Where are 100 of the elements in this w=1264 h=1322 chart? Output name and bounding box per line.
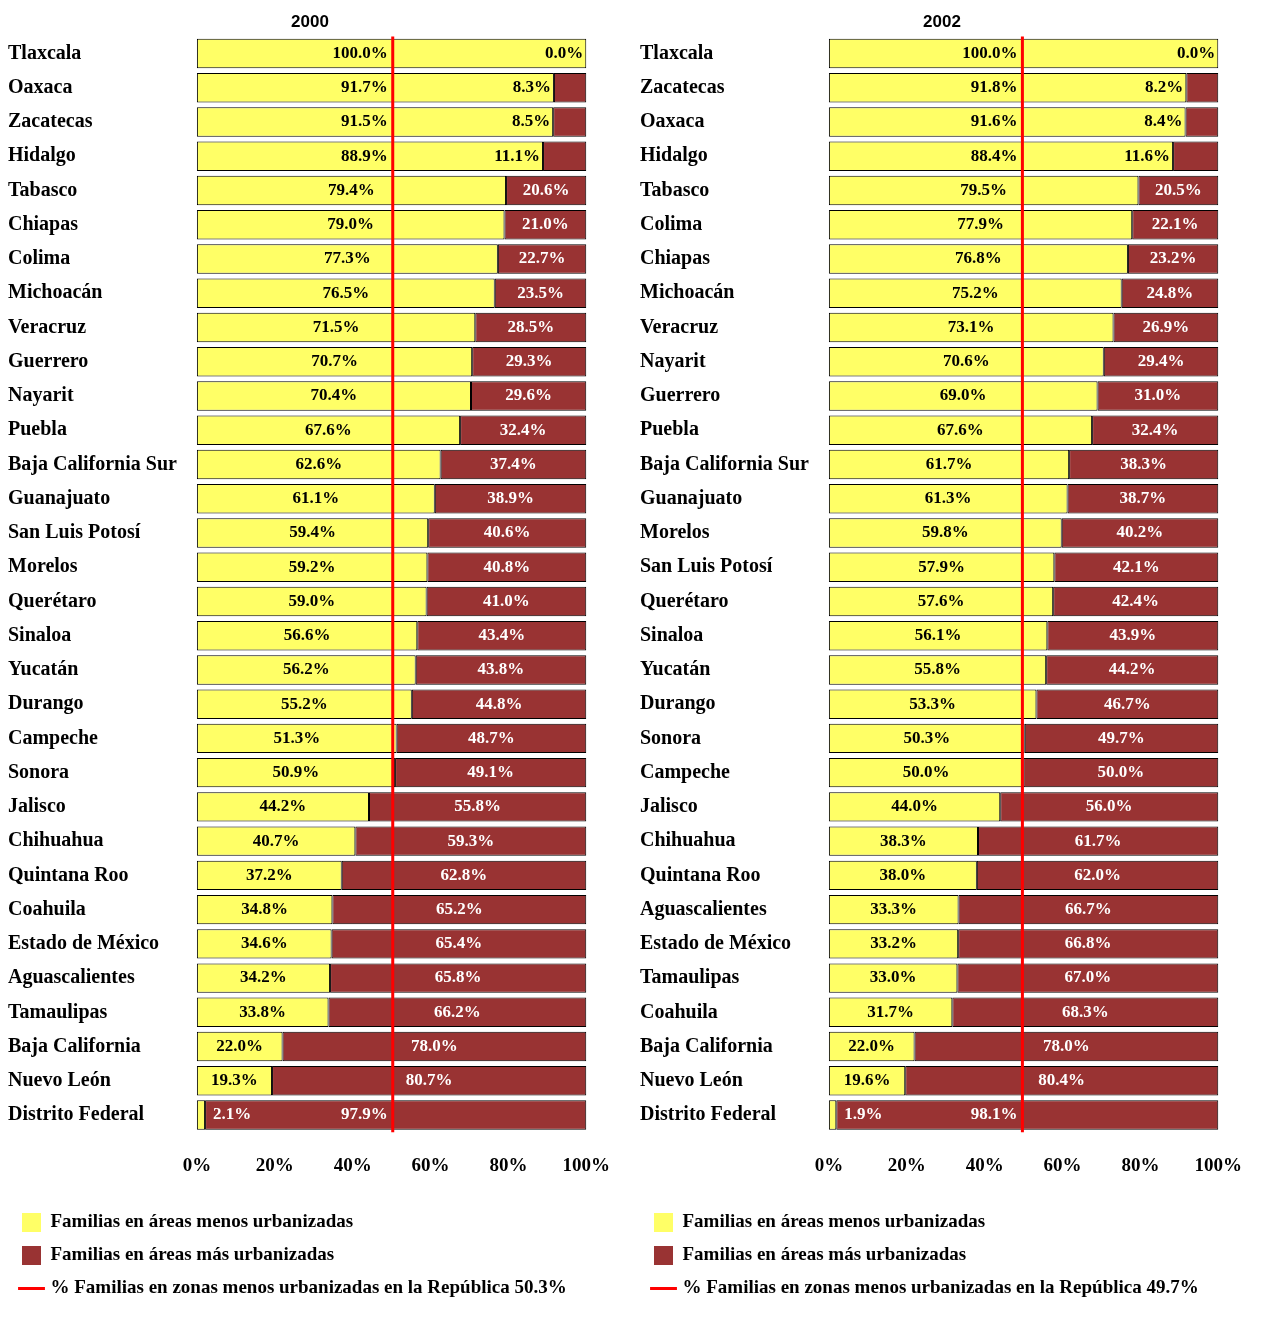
data-label: 51.3% xyxy=(273,727,321,747)
data-label: 40.8% xyxy=(483,556,531,576)
data-label: 91.6% xyxy=(970,111,1018,131)
data-label: 0.0% xyxy=(545,42,584,62)
data-label: 78.0% xyxy=(1043,1035,1090,1055)
data-label: 26.9% xyxy=(1142,316,1190,336)
data-label: 43.9% xyxy=(1109,625,1157,645)
y-tick-label: Puebla xyxy=(640,417,699,440)
data-label: 31.7% xyxy=(867,1001,914,1021)
data-label: 1.9% xyxy=(844,1104,883,1124)
data-label: 32.4% xyxy=(1131,419,1179,439)
data-label: 33.0% xyxy=(869,967,917,987)
data-label: 55.8% xyxy=(914,659,961,679)
y-tick-label: Aguascalientes xyxy=(640,896,767,920)
y-tick-label: Chihuahua xyxy=(8,828,104,851)
y-tick-label: Chiapas xyxy=(640,246,711,270)
data-label: 59.0% xyxy=(288,590,336,610)
data-label: 43.4% xyxy=(478,625,526,645)
y-tick-label: Durango xyxy=(8,691,84,715)
data-label: 70.7% xyxy=(311,351,358,371)
data-label: 79.0% xyxy=(327,214,375,234)
x-tick-label: 40% xyxy=(965,1153,1004,1175)
data-label: 37.4% xyxy=(490,453,537,473)
data-label: 77.9% xyxy=(957,214,1004,234)
data-label: 100.0% xyxy=(332,42,388,62)
legend-label: Familias en áreas más urbanizadas xyxy=(682,1243,967,1265)
data-label: 79.5% xyxy=(960,179,1008,199)
data-label: 68.3% xyxy=(1061,1001,1109,1021)
data-label: 67.6% xyxy=(305,419,352,439)
data-label: 80.7% xyxy=(405,1070,453,1090)
data-label: 66.2% xyxy=(434,1001,481,1021)
data-label: 50.9% xyxy=(272,762,320,782)
data-label: 20.6% xyxy=(522,179,570,199)
data-label: 56.1% xyxy=(914,625,962,645)
data-label: 38.0% xyxy=(879,864,927,884)
x-tick-label: 80% xyxy=(1121,1153,1160,1175)
data-label: 78.0% xyxy=(411,1035,458,1055)
data-label: 32.4% xyxy=(499,419,547,439)
y-tick-label: Oaxaca xyxy=(640,109,705,132)
data-label: 22.7% xyxy=(518,248,566,268)
chart-title: 2002 xyxy=(923,11,961,31)
data-label: 22.1% xyxy=(1151,214,1199,234)
data-label: 24.8% xyxy=(1146,282,1194,302)
y-tick-label: Oaxaca xyxy=(8,74,73,97)
data-label: 80.4% xyxy=(1038,1070,1086,1090)
y-tick-label: Michoacán xyxy=(640,280,735,303)
data-label: 44.0% xyxy=(891,796,938,816)
data-label: 41.0% xyxy=(483,590,530,610)
data-label: 73.1% xyxy=(947,316,995,336)
y-tick-label: Colima xyxy=(8,246,71,269)
y-tick-label: Guerrero xyxy=(8,348,89,371)
data-label: 62.0% xyxy=(1074,864,1121,884)
data-label: 88.9% xyxy=(340,145,388,165)
data-label: 71.5% xyxy=(312,316,360,336)
y-tick-label: Morelos xyxy=(8,554,78,577)
data-label: 56.6% xyxy=(283,625,331,645)
data-label: 49.7% xyxy=(1098,727,1145,747)
data-label: 76.8% xyxy=(955,248,1002,268)
x-tick-label: 0% xyxy=(814,1153,844,1175)
data-label: 40.7% xyxy=(252,830,300,850)
x-tick-label: 60% xyxy=(411,1153,450,1175)
data-label: 23.5% xyxy=(517,282,564,302)
y-tick-label: Durango xyxy=(640,691,716,715)
data-label: 37.2% xyxy=(245,864,293,884)
y-tick-label: Guerrero xyxy=(640,383,721,406)
y-tick-label: Tabasco xyxy=(640,177,710,200)
data-label: 34.6% xyxy=(240,933,288,953)
data-label: 22.0% xyxy=(216,1035,264,1055)
y-tick-label: Guanajuato xyxy=(8,485,111,509)
legend-label: Familias en áreas menos urbanizadas xyxy=(682,1210,986,1232)
y-tick-label: Puebla xyxy=(8,417,67,440)
y-tick-label: Sinaloa xyxy=(8,622,72,645)
y-tick-label: Coahuila xyxy=(8,896,86,919)
data-label: 8.4% xyxy=(1144,111,1183,131)
data-label: 33.3% xyxy=(870,899,918,919)
data-label: 50.0% xyxy=(902,762,950,782)
y-tick-label: Baja California xyxy=(8,1033,141,1057)
data-label: 59.4% xyxy=(289,522,336,542)
data-label: 42.4% xyxy=(1112,590,1160,610)
y-tick-label: Estado de México xyxy=(8,931,160,954)
data-label: 100.0% xyxy=(962,42,1018,62)
data-label: 8.2% xyxy=(1145,77,1184,97)
data-label: 46.7% xyxy=(1103,693,1151,713)
data-label: 23.2% xyxy=(1149,248,1197,268)
data-label: 29.3% xyxy=(505,351,553,371)
y-tick-label: Michoacán xyxy=(8,280,103,303)
y-tick-label: Zacatecas xyxy=(640,74,725,97)
data-label: 61.7% xyxy=(1074,830,1122,850)
y-tick-label: Querétaro xyxy=(640,588,729,611)
y-tick-label: Hidalgo xyxy=(640,143,708,167)
data-label: 19.3% xyxy=(211,1070,258,1090)
data-label: 53.3% xyxy=(909,693,957,713)
data-label: 28.5% xyxy=(507,316,555,336)
y-tick-label: Coahuila xyxy=(640,999,718,1022)
data-label: 55.2% xyxy=(280,693,328,713)
x-tick-label: 20% xyxy=(255,1153,294,1175)
data-label: 67.6% xyxy=(937,419,984,439)
data-label: 0.0% xyxy=(1177,42,1216,62)
data-label: 44.8% xyxy=(475,693,523,713)
y-tick-label: Tlaxcala xyxy=(8,40,82,63)
